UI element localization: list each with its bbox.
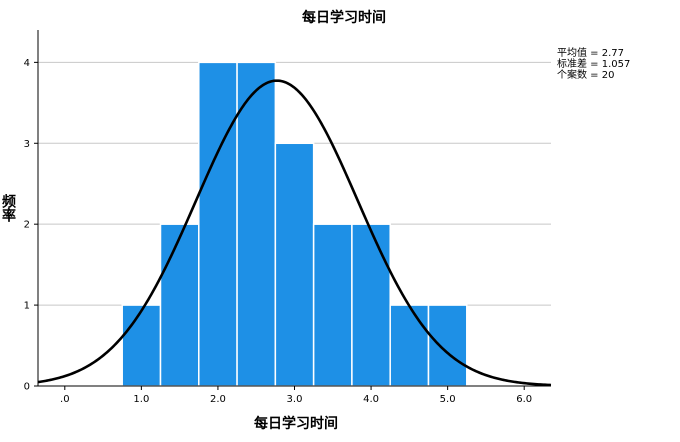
x-tick-label: 4.0 (363, 394, 379, 405)
histogram-bar (236, 61, 277, 387)
stats-sd: 标准差 = 1.057 (557, 57, 630, 70)
stats-n: 个案数 = 20 (557, 68, 614, 81)
chart-title: 每日学习时间 (302, 9, 386, 26)
histogram-bar (198, 61, 238, 387)
x-tick-label: 6.0 (516, 394, 532, 405)
histogram-bar (389, 304, 430, 387)
x-tick-label: 5.0 (440, 394, 456, 405)
normal-curve (37, 79, 552, 387)
stats-legend: 平均值 = 2.77 标准差 = 1.057 个案数 = 20 (557, 46, 630, 81)
y-axis-title: 频率 (0, 193, 16, 223)
y-tick-label: 4 (24, 58, 30, 69)
y-tick-label: 1 (24, 301, 30, 312)
x-tick-label: .0 (60, 394, 70, 405)
y-tick-label: 0 (24, 382, 30, 393)
histogram-bar (312, 223, 353, 387)
histogram-bar (274, 142, 315, 387)
y-tick-label: 2 (24, 220, 30, 231)
histogram-bar (351, 223, 391, 387)
stats-mean: 平均值 = 2.77 (557, 46, 624, 59)
histogram-bar (427, 304, 468, 387)
y-tick-label: 3 (24, 139, 30, 150)
histogram-bar (159, 223, 200, 387)
histogram-bar (121, 304, 162, 387)
normal-curve-layer (37, 79, 552, 387)
x-tick-label: 1.0 (133, 394, 149, 405)
x-tick-label: 2.0 (210, 394, 226, 405)
x-axis-title: 每日学习时间 (254, 415, 338, 432)
x-tick-label: 3.0 (287, 394, 303, 405)
